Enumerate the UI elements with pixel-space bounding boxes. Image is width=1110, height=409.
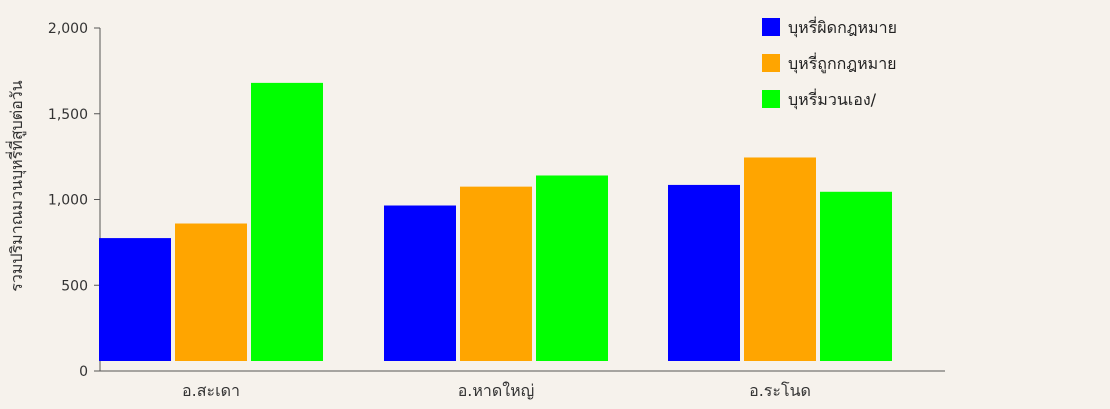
y-tick-label: 2,000	[48, 21, 88, 37]
y-tick-label: 0	[79, 364, 88, 380]
y-tick-label: 500	[61, 278, 88, 294]
bars: อ.สะเดา อ.หาดใหญ่ อ.ระโนด	[99, 82, 892, 400]
bar	[99, 238, 171, 361]
legend-swatch	[762, 54, 780, 72]
y-tick-label: 1,000	[48, 193, 88, 209]
bar	[820, 191, 892, 361]
bar	[744, 157, 816, 361]
y-tick-label: 1,500	[48, 107, 88, 123]
x-tick-label: อ.ระโนด	[749, 381, 811, 400]
legend: บุหรี่ผิดกฎหมายบุหรี่ถูกกฎหมายบุหรี่มวนเ…	[762, 16, 897, 110]
bar	[175, 223, 247, 361]
legend-swatch	[762, 18, 780, 36]
legend-label: บุหรี่ถูกกฎหมาย	[788, 52, 897, 74]
bar	[668, 184, 740, 361]
y-axis-title: รวมปริมาณมวนบุหรี่ที่สูบต่อวัน	[5, 80, 27, 291]
x-tick-label: อ.หาดใหญ่	[458, 381, 535, 400]
legend-label: บุหรี่ผิดกฎหมาย	[788, 16, 897, 38]
bar	[384, 205, 456, 361]
x-tick-label: อ.สะเดา	[182, 381, 240, 400]
legend-swatch	[762, 90, 780, 108]
axes: 0 500 1,000 1,500 2,000	[48, 21, 945, 380]
legend-label: บุหรี่มวนเอง/	[788, 88, 877, 110]
bar	[536, 175, 608, 361]
bar	[251, 82, 323, 361]
bar	[460, 186, 532, 361]
